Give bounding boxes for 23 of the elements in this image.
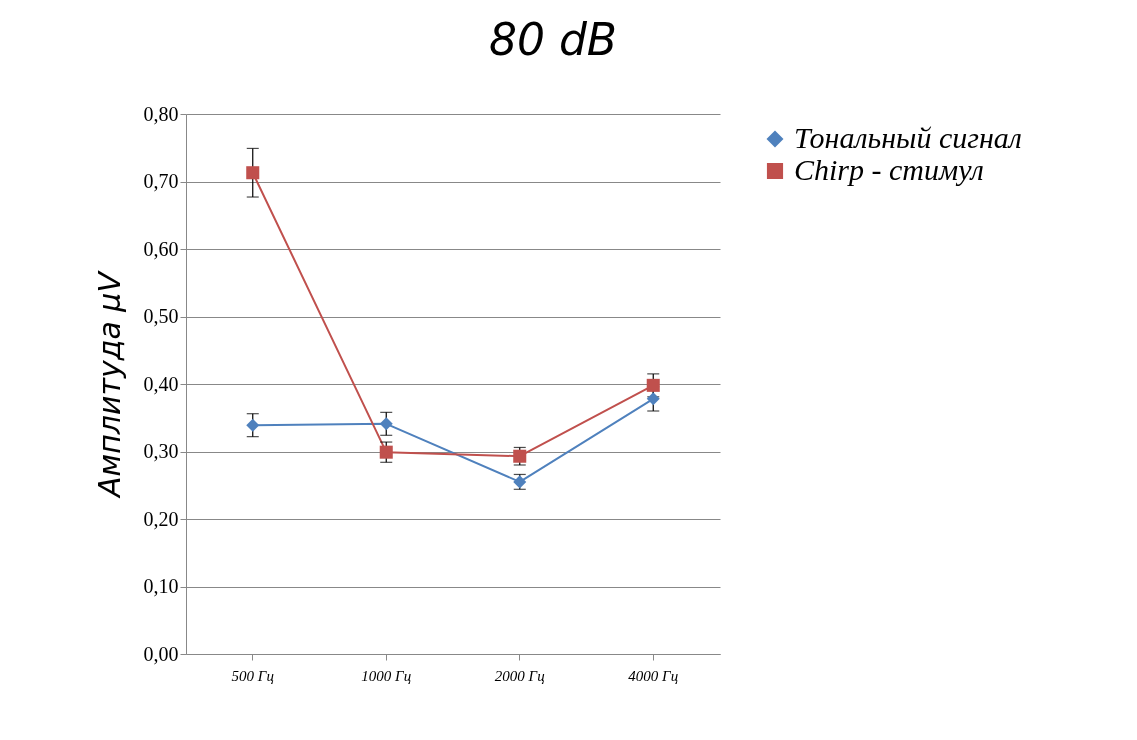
y-tick-label: 0,70 [143, 170, 179, 192]
y-tick-label: 0,10 [143, 575, 179, 597]
point [246, 166, 260, 180]
y-tick-label: 0,50 [143, 305, 179, 327]
x-tick-label: 1000 Гц [361, 667, 412, 684]
point [246, 418, 260, 432]
point [646, 378, 660, 392]
y-tick-label: 0,20 [143, 507, 179, 530]
y-tick-label: 0,40 [143, 372, 179, 395]
legend-label: Chirp - стимул [794, 153, 984, 186]
y-tick-label: 0,30 [143, 440, 179, 462]
x-tick-label: 2000 Гц [494, 667, 545, 684]
y-axis-title: Амплитуда µV [91, 269, 127, 499]
y-tick-label: 0,80 [143, 102, 179, 125]
y-tick-label: 0,60 [143, 237, 179, 260]
x-tick-label: 500 Гц [231, 667, 274, 684]
y-tick-label: 0,00 [143, 642, 179, 665]
point [646, 392, 660, 406]
legend-label: Тональный сигнал [794, 121, 1022, 154]
x-tick-label: 4000 Гц [628, 667, 679, 684]
point [379, 417, 393, 431]
chart-title: 80 dB [488, 14, 618, 65]
point [379, 445, 393, 459]
